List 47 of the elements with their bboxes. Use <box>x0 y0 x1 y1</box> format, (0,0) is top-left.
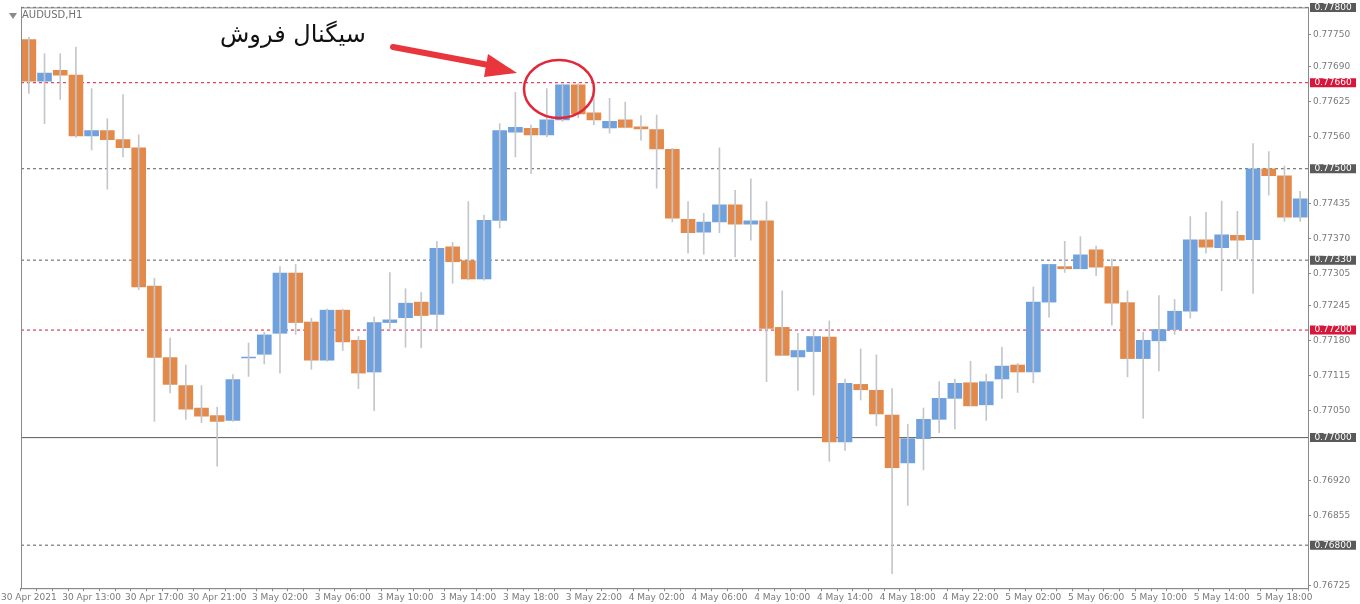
y-tick-label: 0.76920 <box>1313 474 1351 485</box>
candlestick <box>1057 241 1073 273</box>
ref-line-label: 0.77330 <box>1314 254 1352 265</box>
x-tick-label: 4 May 10:00 <box>754 591 811 602</box>
y-tick-label: 0.77050 <box>1313 405 1351 416</box>
y-tick-label: 0.77560 <box>1313 130 1351 141</box>
x-tick-label: 4 May 06:00 <box>691 591 748 602</box>
y-tick-label: 0.77435 <box>1313 198 1351 209</box>
x-tick-label: 3 May 02:00 <box>251 591 309 602</box>
ref-line-label: 0.77500 <box>1314 163 1352 174</box>
ref-line-label: 0.76800 <box>1314 539 1352 550</box>
y-tick-label: 0.76725 <box>1313 579 1351 590</box>
x-tick-label: 30 Apr 2021 <box>1 591 57 602</box>
y-tick-label: 0.77305 <box>1313 267 1351 278</box>
x-tick-label: 3 May 10:00 <box>377 591 434 602</box>
x-tick-label: 5 May 06:00 <box>1068 591 1125 602</box>
x-tick-label: 4 May 22:00 <box>942 591 999 602</box>
x-tick-label: 3 May 06:00 <box>314 591 372 602</box>
ref-line-label: 0.77000 <box>1314 431 1352 442</box>
candlestick <box>696 213 712 255</box>
y-tick-label: 0.77750 <box>1313 28 1351 39</box>
y-tick-label: 0.77115 <box>1313 370 1351 381</box>
x-tick-label: 5 May 02:00 <box>1005 591 1062 602</box>
candlestick <box>1198 211 1214 254</box>
x-tick-label: 30 Apr 17:00 <box>125 591 185 602</box>
annotation: سیگنال فروش <box>220 20 366 48</box>
chart-title: AUDUSD,H1 <box>22 9 83 20</box>
ref-line-label: 0.77660 <box>1314 77 1352 88</box>
x-tick-label: 3 May 18:00 <box>503 591 560 602</box>
x-tick-label: 3 May 14:00 <box>440 591 497 602</box>
ref-line-label: 0.77200 <box>1314 324 1352 335</box>
y-tick-label: 0.77180 <box>1313 335 1351 346</box>
y-tick-label: 0.77625 <box>1313 95 1351 106</box>
x-tick-label: 5 May 18:00 <box>1256 591 1313 602</box>
x-tick-label: 4 May 14:00 <box>816 591 874 602</box>
x-tick-label: 30 Apr 13:00 <box>62 591 122 602</box>
y-tick-label: 0.77370 <box>1313 232 1351 243</box>
y-tick-label: 0.77690 <box>1313 60 1351 71</box>
x-tick-label: 3 May 22:00 <box>565 591 623 602</box>
y-tick-label: 0.76855 <box>1313 509 1351 520</box>
x-tick-label: 4 May 18:00 <box>879 591 937 602</box>
ref-line-label: 0.77800 <box>1314 1 1352 12</box>
y-tick-label: 0.77245 <box>1313 300 1351 311</box>
x-tick-label: 5 May 10:00 <box>1130 591 1188 602</box>
x-tick-label: 4 May 02:00 <box>628 591 685 602</box>
x-tick-label: 5 May 14:00 <box>1193 591 1250 602</box>
x-tick-label: 30 Apr 21:00 <box>187 591 247 602</box>
